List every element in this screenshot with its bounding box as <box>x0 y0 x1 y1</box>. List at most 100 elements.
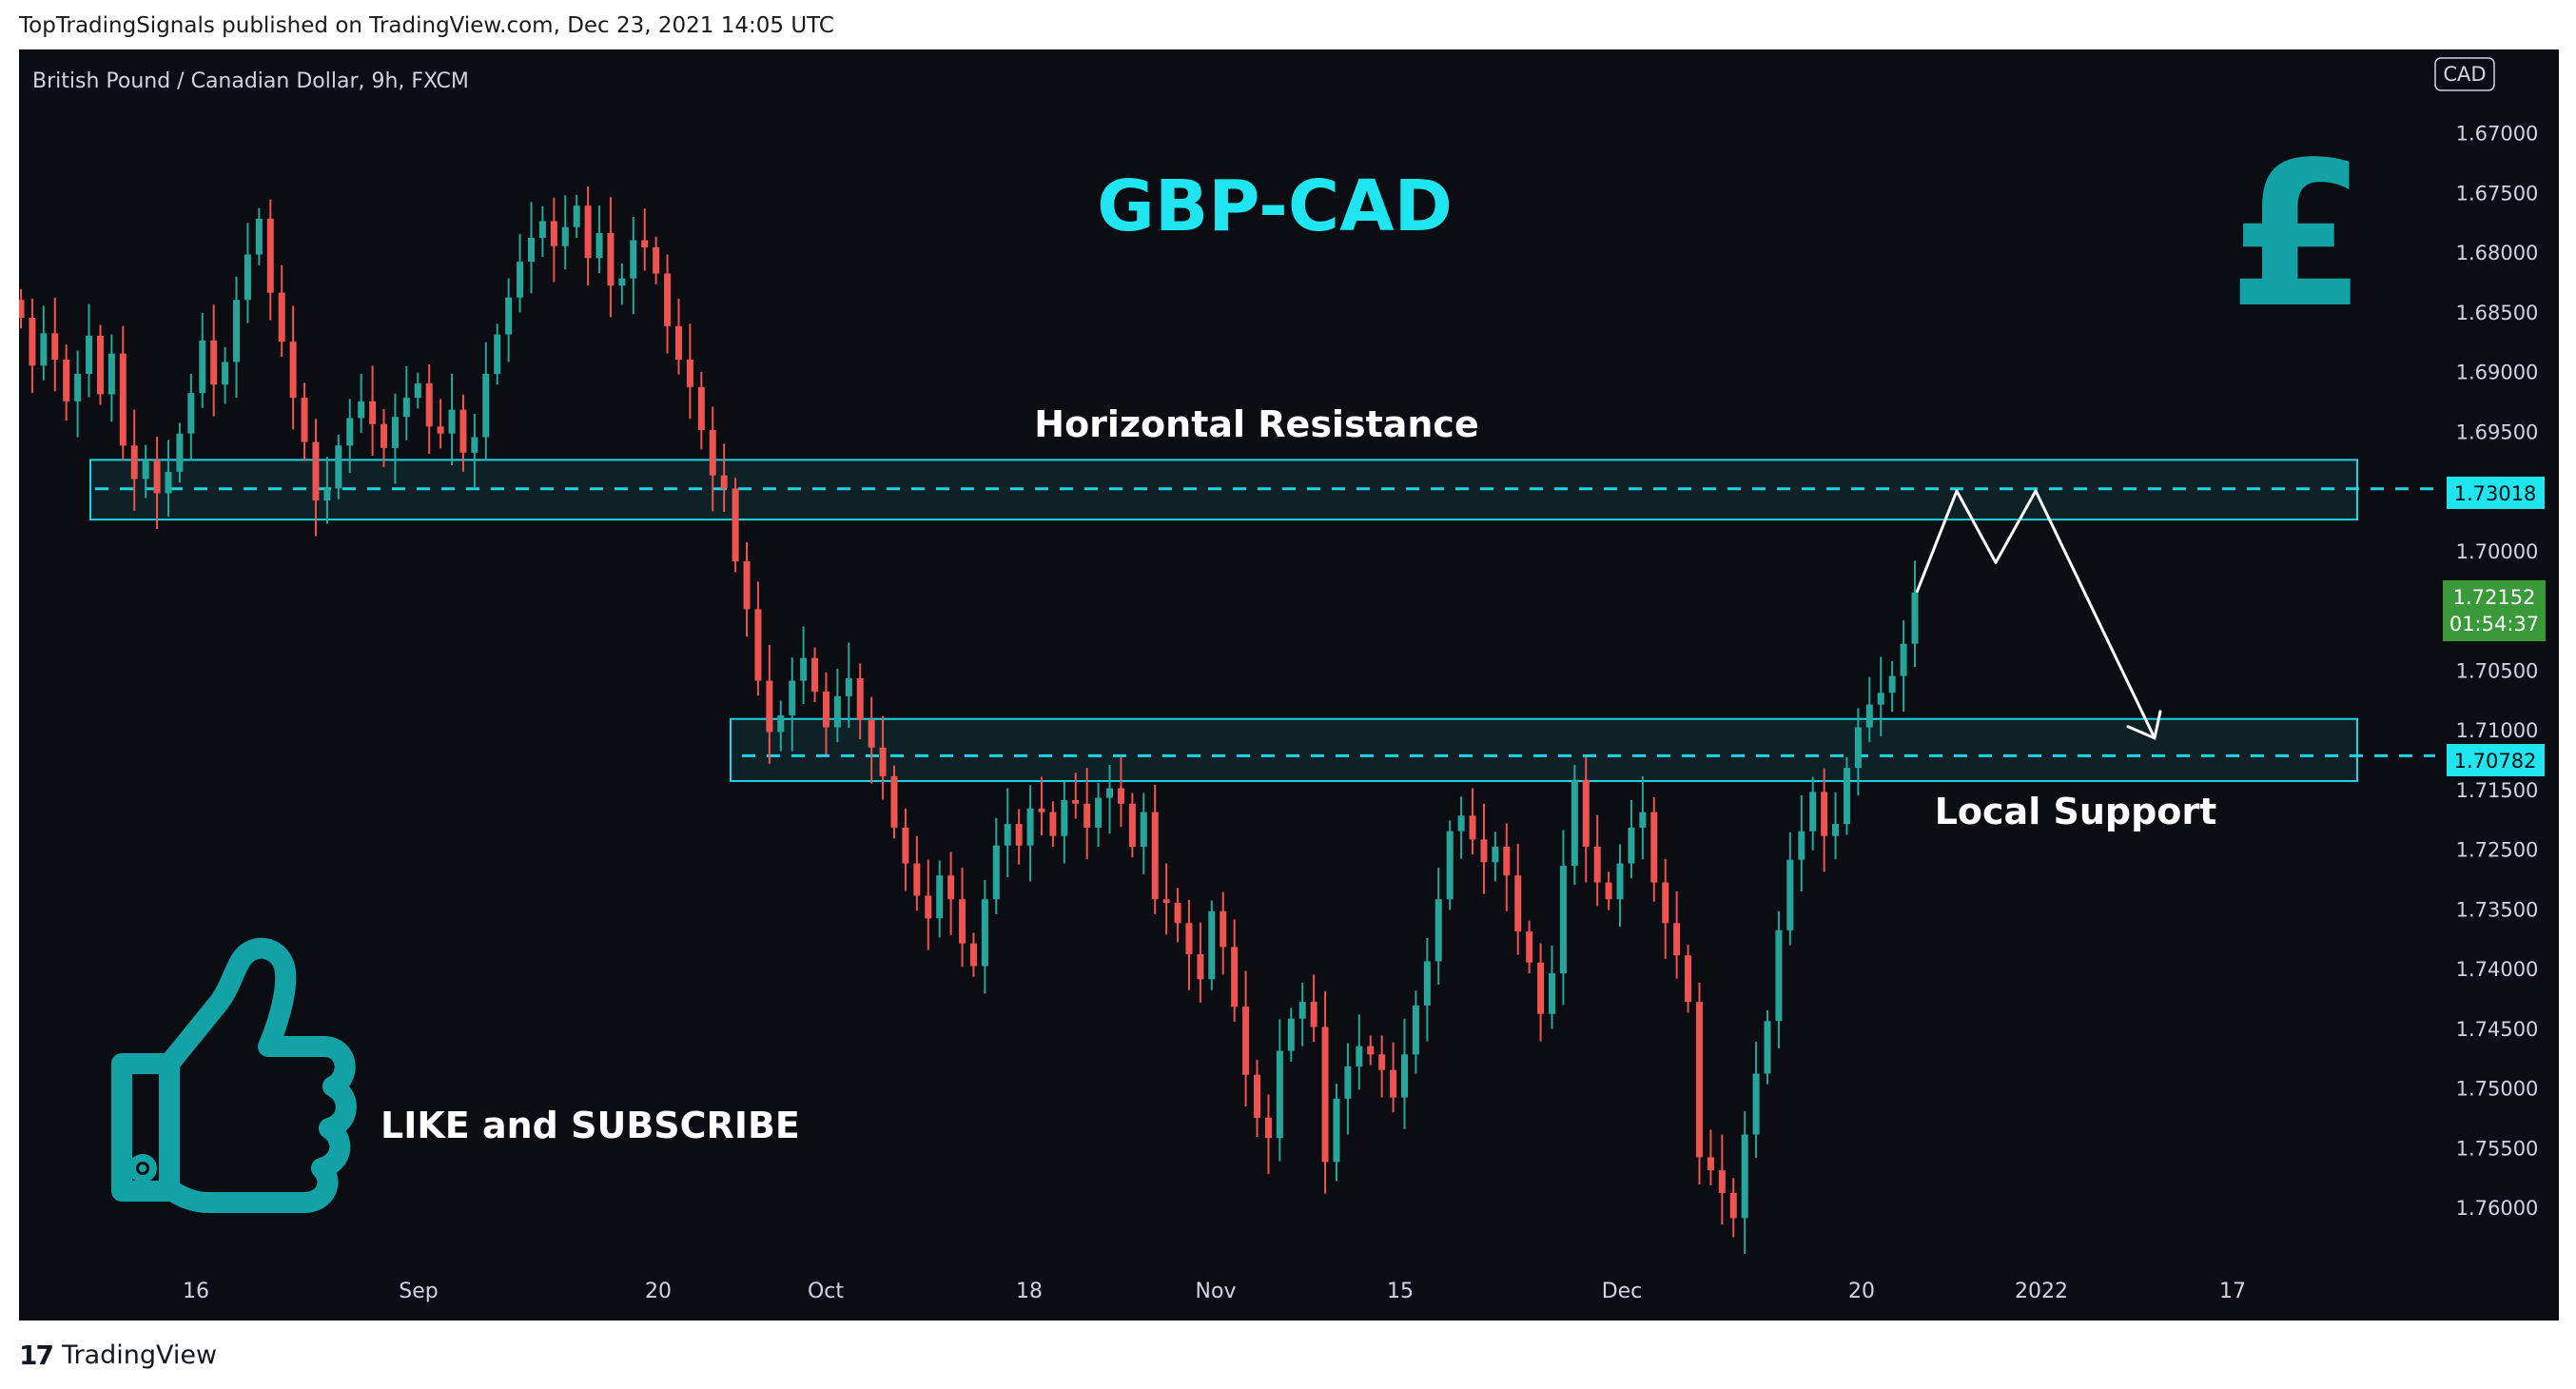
candle-body <box>913 863 921 896</box>
candle-body <box>1390 1069 1397 1098</box>
candle-body <box>1639 812 1647 828</box>
time-tick-label: 20 <box>645 1280 672 1303</box>
candle-body <box>1220 910 1227 948</box>
candle-body <box>743 561 751 610</box>
candle-body <box>1492 846 1499 863</box>
candle-body <box>1231 947 1239 1008</box>
candle-body <box>1197 953 1204 980</box>
candle-body <box>1095 797 1103 828</box>
candle-body <box>1242 1007 1250 1075</box>
candle-body <box>1673 923 1681 956</box>
candle-body <box>323 488 331 501</box>
candle-body <box>822 691 829 728</box>
candle-body <box>312 441 320 501</box>
candle-body <box>732 488 739 562</box>
candle-body <box>222 362 229 385</box>
candle-body <box>1559 866 1567 974</box>
candle-body <box>1367 1046 1375 1055</box>
candle-body <box>1038 808 1045 812</box>
candle-body <box>890 775 898 828</box>
candle-body <box>925 895 932 919</box>
price-tick-label: 1.69500 <box>2456 421 2539 443</box>
candle-body <box>1083 803 1091 828</box>
candle-body <box>86 335 93 375</box>
time-axis: 16 Sep 20 Oct 18 Nov 15 Dec 20 2022 17 <box>183 1280 2246 1303</box>
candle-body <box>947 875 955 900</box>
candle-body <box>1786 859 1794 930</box>
candle-body <box>1344 1066 1352 1099</box>
candle-body <box>653 246 660 274</box>
candle-body <box>1117 788 1124 804</box>
candle-body <box>266 218 274 293</box>
candle-body <box>165 471 172 494</box>
candle-body <box>346 418 354 446</box>
candle-body <box>1151 812 1159 900</box>
price-tick-label: 1.71500 <box>2456 779 2539 802</box>
candle-body <box>199 340 206 394</box>
candle-body <box>29 318 36 366</box>
candle-body <box>1061 800 1068 836</box>
currency-badge-bg[interactable] <box>2434 57 2495 91</box>
chart-canvas[interactable]: British Pound / Canadian Dollar, 9h, FXC… <box>19 49 2559 1321</box>
candle-body <box>811 657 819 692</box>
time-tick-label: Sep <box>399 1280 438 1303</box>
candle-body <box>1695 1002 1703 1158</box>
candle-body <box>437 426 444 434</box>
candle-body <box>1888 675 1896 694</box>
candle-body <box>233 300 241 362</box>
candle-body <box>289 342 297 399</box>
candle-body <box>358 401 365 419</box>
candle-body <box>981 899 988 967</box>
candle-body <box>130 445 138 479</box>
tradingview-logo-icon: 17 <box>19 1340 54 1371</box>
thumbs-up-icon[interactable] <box>111 937 357 1213</box>
candle-body <box>1128 803 1136 847</box>
candle-body <box>1843 768 1850 825</box>
candle-body <box>244 254 251 301</box>
candle-body <box>1298 1002 1306 1019</box>
candle-body <box>720 475 728 489</box>
candle-body <box>255 218 263 255</box>
candle-body <box>335 445 342 489</box>
candle-body <box>1526 931 1533 963</box>
candle-body <box>856 678 864 720</box>
candle-body <box>51 333 59 360</box>
candle-body <box>96 335 104 395</box>
candle-body <box>142 460 149 479</box>
candle-body <box>607 232 615 286</box>
candle-body <box>1707 1157 1714 1171</box>
symbol-info: British Pound / Canadian Dollar, 9h, FXC… <box>32 69 469 93</box>
current-price-badge-bg <box>2443 580 2546 641</box>
candle-body <box>766 680 773 733</box>
candle-body <box>1480 839 1488 863</box>
candle-body <box>833 695 841 728</box>
candle-body <box>1718 1170 1726 1193</box>
price-tick-label: 1.74500 <box>2456 1018 2539 1041</box>
candle-body <box>381 423 388 448</box>
candle-body <box>1729 1192 1737 1219</box>
candle-body <box>1628 827 1635 864</box>
candle-body <box>902 827 909 864</box>
time-tick-label: Oct <box>808 1280 844 1303</box>
pound-sign-icon: £ <box>2228 119 2367 352</box>
candle-body <box>187 393 195 434</box>
support-price-badge: 1.70782 <box>2454 750 2537 773</box>
candle-body <box>1287 1018 1295 1051</box>
projection-path <box>1915 489 2156 739</box>
candle-body <box>1865 704 1873 728</box>
candle-body <box>63 359 70 401</box>
candle-body <box>969 943 977 967</box>
candle-body <box>107 353 115 395</box>
currency-badge[interactable]: CAD <box>2443 63 2486 86</box>
chart-panel[interactable]: British Pound / Canadian Dollar, 9h, FXC… <box>19 49 2559 1321</box>
resistance-label: Horizontal Resistance <box>1034 403 1478 445</box>
candle-body <box>1548 973 1555 1014</box>
candle-body <box>641 240 649 247</box>
candle-body <box>1650 812 1658 883</box>
price-tick-label: 1.68000 <box>2456 242 2539 264</box>
candle-body <box>1662 882 1669 924</box>
candle-body <box>1821 792 1828 836</box>
projection-layer <box>1915 489 2162 740</box>
tradingview-brand[interactable]: 17 TradingView <box>19 1340 217 1371</box>
chart-title: GBP-CAD <box>1097 166 1453 247</box>
